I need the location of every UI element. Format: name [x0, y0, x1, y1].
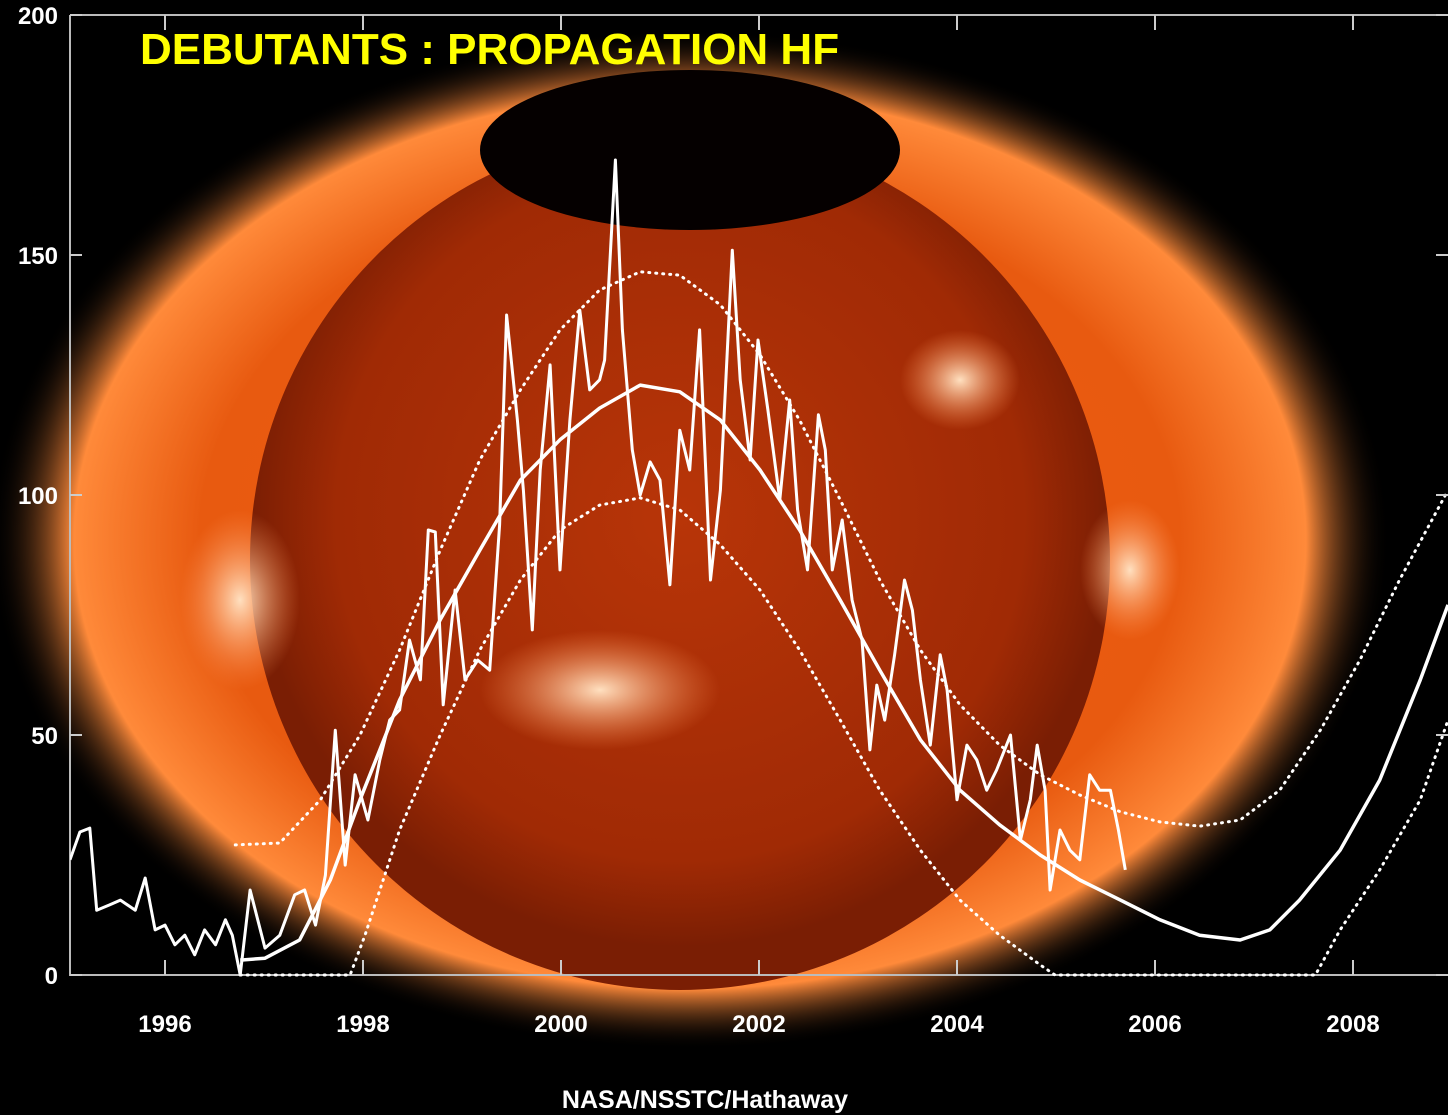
plot-area — [70, 158, 1448, 977]
y-tick-label: 0 — [45, 963, 58, 990]
x-tick-label: 2008 — [1326, 1011, 1379, 1038]
series-line — [240, 383, 1448, 962]
y-tick-label: 100 — [18, 483, 58, 510]
chart-title: DEBUTANTS : PROPAGATION HF — [140, 25, 839, 74]
x-tick-label: 2002 — [732, 1011, 785, 1038]
x-tick-label: 2000 — [534, 1011, 587, 1038]
x-tick-label: 1996 — [138, 1011, 191, 1038]
y-tick-label: 200 — [18, 3, 58, 30]
y-tick-label: 50 — [31, 723, 58, 750]
x-tick-label: 1998 — [336, 1011, 389, 1038]
x-tick-label: 2006 — [1128, 1011, 1181, 1038]
y-tick-label: 150 — [18, 243, 58, 270]
series-line — [238, 496, 1448, 977]
x-tick-label: 2004 — [930, 1011, 984, 1038]
credit: NASA/NSSTC/Hathaway — [562, 1086, 848, 1114]
